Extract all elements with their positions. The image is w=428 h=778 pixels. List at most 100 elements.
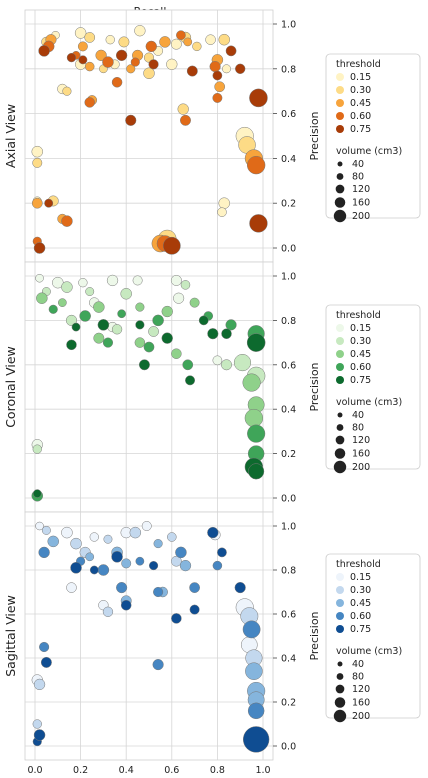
data-point (207, 328, 219, 340)
data-point (175, 546, 187, 559)
data-point (41, 525, 51, 535)
y-tick-label: 1.0 (281, 20, 296, 31)
legend-hue-swatch (336, 73, 344, 81)
legend-hue-title: threshold (336, 59, 381, 70)
data-point (248, 463, 265, 480)
legend-1: threshold 0.15 0.30 0.45 0.60 0.75 volume (cm3… (325, 53, 421, 223)
legend-hue-title: threshold (336, 559, 381, 570)
data-point (167, 532, 177, 542)
x-tick-label: 0.4 (119, 765, 134, 776)
data-point (65, 314, 78, 326)
legend-size-swatch (336, 173, 344, 180)
data-point (180, 114, 191, 126)
data-point (212, 70, 223, 81)
data-point (35, 273, 44, 283)
data-point (120, 288, 132, 300)
data-point (161, 332, 173, 344)
data-point (186, 65, 198, 77)
data-point (207, 526, 219, 539)
data-point (148, 326, 159, 337)
data-point (120, 599, 132, 611)
legend-size-label: 160 (352, 698, 370, 709)
data-point (95, 49, 107, 62)
y-axis-label: Precision (308, 611, 321, 660)
data-point (153, 539, 163, 549)
data-point (33, 489, 42, 498)
data-point (198, 315, 209, 326)
data-point (102, 56, 114, 68)
legend-hue-swatch (336, 324, 344, 332)
data-point (218, 197, 230, 209)
data-point (177, 103, 189, 115)
data-point (192, 41, 202, 52)
legend-hue-swatch (336, 625, 344, 633)
data-point (31, 145, 44, 158)
data-point (32, 157, 43, 168)
legend-size-label: 80 (352, 423, 364, 434)
legend-hue-label: 0.15 (350, 572, 371, 583)
legend-2: threshold 0.15 0.30 0.45 0.60 0.75 volume (cm3… (325, 304, 421, 474)
data-point (39, 641, 50, 653)
data-point (130, 57, 140, 67)
data-point (135, 556, 145, 566)
data-point (234, 582, 246, 594)
row-label: Axial View (3, 104, 18, 168)
legend-size-label: 160 (352, 198, 370, 209)
data-point (36, 292, 48, 304)
data-point (217, 547, 227, 558)
y-tick-label: 0.8 (281, 64, 296, 75)
y-tick-label: 0.2 (281, 449, 296, 460)
legend-hue-label: 0.60 (350, 611, 371, 622)
data-point (233, 354, 252, 372)
data-point (33, 729, 46, 741)
data-point (242, 373, 261, 392)
data-point (166, 58, 178, 70)
data-point (148, 59, 159, 70)
data-point (62, 86, 72, 96)
legend-hue-label: 0.75 (350, 624, 371, 635)
data-point (189, 582, 200, 593)
data-point (117, 309, 126, 319)
legend-hue-label: 0.45 (350, 349, 371, 360)
y-axis-label: Precision (308, 362, 321, 411)
legend-size-label: 120 (352, 684, 370, 695)
data-point (235, 63, 246, 74)
legend-hue-label: 0.15 (350, 72, 371, 83)
legend-size-swatch (337, 661, 343, 667)
legend-hue-title: threshold (336, 310, 381, 321)
data-point (222, 64, 231, 74)
legend-frame (325, 53, 421, 219)
legend-size-swatch (333, 209, 347, 223)
legend-size-label: 40 (352, 159, 364, 170)
y-axis-label: Precision (308, 111, 321, 160)
data-point (111, 76, 123, 88)
data-point (221, 359, 232, 371)
data-point (152, 659, 164, 671)
data-point (66, 339, 77, 351)
data-point (162, 236, 181, 255)
data-point (159, 36, 171, 48)
legend-size-label: 80 (352, 172, 364, 183)
data-point (77, 41, 88, 52)
data-point (106, 274, 119, 287)
data-point (183, 37, 193, 47)
legend-hue-label: 0.30 (350, 336, 371, 347)
legend-size-swatch (334, 697, 346, 708)
data-point (70, 562, 82, 574)
data-point (249, 88, 268, 108)
data-point (61, 215, 73, 227)
legend-hue-swatch (336, 125, 344, 133)
legend-size-swatch (333, 709, 347, 723)
legend-hue-label: 0.15 (350, 323, 371, 334)
data-point (121, 558, 132, 569)
data-point (143, 341, 155, 353)
y-tick-label: 0.4 (281, 654, 296, 665)
x-tick-label: 0.2 (73, 765, 88, 776)
data-point (247, 155, 266, 175)
legend-frame (325, 304, 421, 470)
legend-size-swatch (337, 412, 343, 418)
data-point (44, 198, 54, 208)
y-tick-label: 0.4 (281, 154, 296, 165)
data-point (129, 526, 142, 539)
data-point (134, 337, 146, 348)
